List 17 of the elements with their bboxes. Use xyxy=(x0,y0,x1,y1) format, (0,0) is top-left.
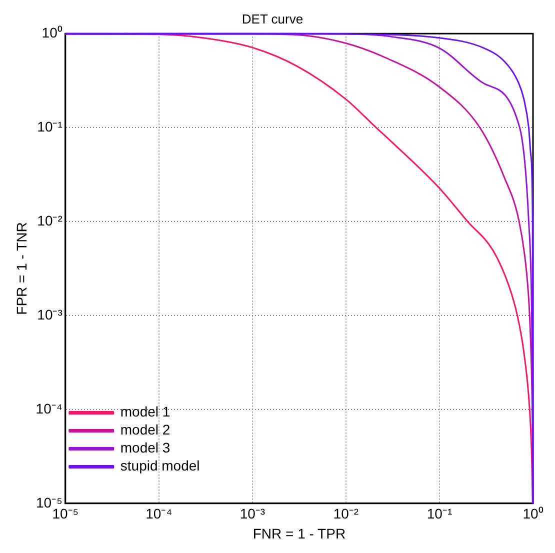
legend-label: stupid model xyxy=(120,458,200,474)
y-tick-label: 10⁰ xyxy=(42,24,62,40)
y-axis-title: FPR = 1 - TNR xyxy=(13,222,30,315)
y-tick-label: 10⁻¹ xyxy=(37,118,63,134)
chart-title: DET curve xyxy=(242,11,304,26)
x-tick-label: 10⁻³ xyxy=(240,506,266,522)
y-tick-label: 10⁻³ xyxy=(37,306,63,322)
legend-label: model 2 xyxy=(120,422,170,438)
x-tick-label: 10⁰ xyxy=(522,506,544,522)
x-axis-title: FNR = 1 - TPR xyxy=(252,525,346,542)
legend-label: model 3 xyxy=(120,440,170,456)
x-tick-label: 10⁻² xyxy=(333,506,359,522)
y-tick-label: 10⁻² xyxy=(37,212,63,228)
legend-label: model 1 xyxy=(120,404,170,420)
x-tick-label: 10⁻⁴ xyxy=(146,506,172,522)
x-tick-label: 10⁻¹ xyxy=(426,506,452,522)
y-tick-label: 10⁻⁴ xyxy=(36,400,62,416)
